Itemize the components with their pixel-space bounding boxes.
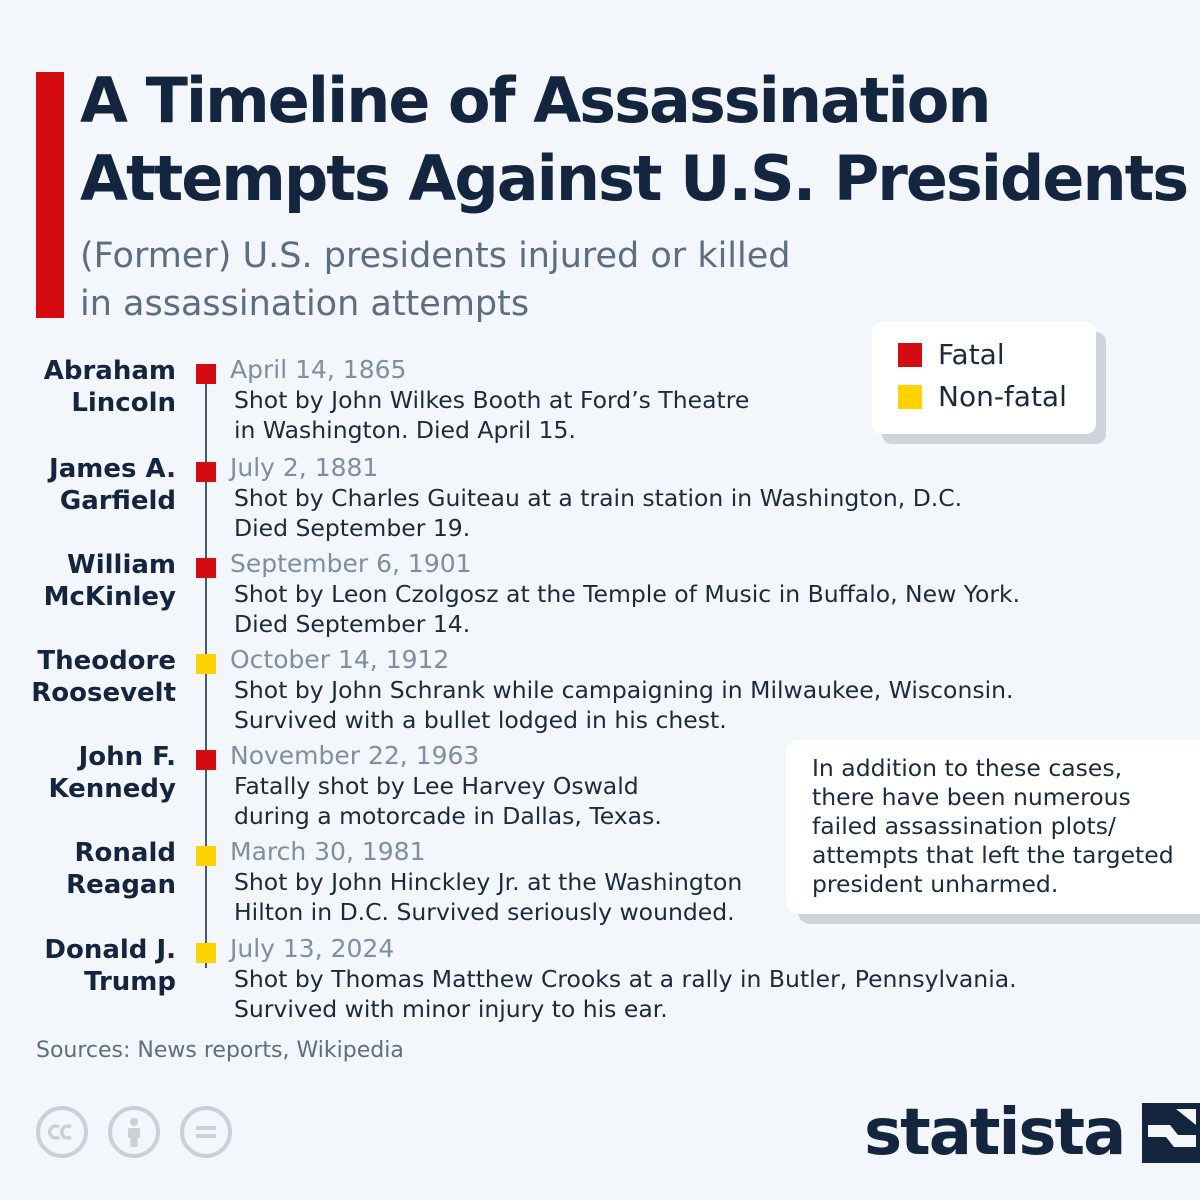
name-line: McKinley	[43, 582, 176, 612]
sources-text: Sources: News reports, Wikipedia	[36, 1038, 404, 1063]
description-line: Shot by Charles Guiteau at a train stati…	[234, 484, 963, 512]
description-line: Shot by Thomas Matthew Crooks at a rally…	[234, 965, 1017, 993]
subtitle-line-2: in assassination attempts	[80, 284, 530, 324]
description-line: during a motorcade in Dallas, Texas.	[234, 802, 662, 830]
attempt-description: Shot by John Wilkes Booth at Ford’s Thea…	[234, 385, 749, 445]
note-line: In addition to these cases,	[812, 754, 1123, 782]
description-line: Shot by Leon Czolgosz at the Temple of M…	[234, 580, 1021, 608]
logo-wordmark: statista	[864, 1096, 1126, 1170]
legend-nonfatal-label: Non-fatal	[938, 380, 1067, 413]
name-line: Reagan	[66, 870, 176, 900]
note-line: failed assassination plots/	[812, 812, 1116, 840]
note-line: there have been numerous	[812, 783, 1131, 811]
title-line-2: Attempts Against U.S. Presidents	[80, 142, 1189, 215]
outcome-marker	[196, 846, 216, 866]
name-line: Theodore	[37, 646, 176, 676]
statista-logo-icon	[1142, 1103, 1200, 1163]
name-line: Kennedy	[48, 774, 176, 804]
note-line: attempts that left the targeted	[812, 841, 1174, 869]
description-line: Survived with a bullet lodged in his che…	[234, 706, 727, 734]
attempt-date: October 14, 1912	[230, 645, 450, 674]
name-line: Lincoln	[71, 388, 176, 418]
legend-item-nonfatal: Non-fatal	[898, 380, 1067, 413]
description-line: Died September 14.	[234, 610, 471, 638]
name-line: Garfield	[59, 486, 176, 516]
description-line: Shot by John Hinckley Jr. at the Washing…	[234, 868, 743, 896]
attempt-date: April 14, 1865	[230, 355, 407, 384]
outcome-marker	[196, 364, 216, 384]
attempt-description: Shot by Leon Czolgosz at the Temple of M…	[234, 579, 1020, 639]
info-note-text: In addition to these cases, there have b…	[812, 754, 1182, 899]
name-line: William	[67, 550, 176, 580]
president-name: Theodore Roosevelt	[31, 645, 176, 709]
outcome-marker	[196, 462, 216, 482]
description-line: Shot by John Wilkes Booth at Ford’s Thea…	[234, 386, 750, 414]
nonfatal-swatch	[898, 384, 922, 409]
president-name: Ronald Reagan	[66, 837, 176, 901]
attempt-description: Shot by John Schrank while campaigning i…	[234, 675, 1013, 735]
page-title: A Timeline of Assassination Attempts Aga…	[80, 62, 1190, 218]
attempt-date: March 30, 1981	[230, 837, 426, 866]
attempt-description: Shot by John Hinckley Jr. at the Washing…	[234, 867, 742, 927]
president-name: James A. Garfield	[49, 453, 176, 517]
name-line: John F.	[78, 742, 176, 772]
cc-icon-glyph	[48, 1124, 72, 1140]
attempt-date: November 22, 1963	[230, 741, 480, 770]
info-note-box: In addition to these cases, there have b…	[786, 740, 1200, 914]
description-line: Hilton in D.C. Survived seriously wounde…	[234, 898, 735, 926]
outcome-marker	[196, 943, 216, 963]
president-name: Abraham Lincoln	[44, 355, 176, 419]
description-line: Fatally shot by Lee Harvey Oswald	[234, 772, 639, 800]
outcome-marker	[196, 654, 216, 674]
note-line: president unharmed.	[812, 870, 1059, 898]
attempt-description: Fatally shot by Lee Harvey Oswald during…	[234, 771, 662, 831]
name-line: Trump	[84, 967, 176, 997]
subtitle-line-1: (Former) U.S. presidents injured or kill…	[80, 236, 791, 276]
legend-item-fatal: Fatal	[898, 338, 1005, 371]
attribution-icon[interactable]	[108, 1106, 160, 1158]
name-line: Abraham	[43, 356, 176, 386]
attempt-description: Shot by Thomas Matthew Crooks at a rally…	[234, 964, 1017, 1024]
title-line-1: A Timeline of Assassination	[80, 64, 991, 137]
name-line: James A.	[49, 454, 176, 484]
cc-icon[interactable]	[36, 1106, 88, 1158]
attempt-date: July 2, 1881	[230, 453, 379, 482]
name-line: Roosevelt	[31, 678, 176, 708]
description-line: Survived with minor injury to his ear.	[234, 995, 668, 1023]
accent-bar	[36, 72, 64, 318]
name-line: Ronald	[74, 838, 176, 868]
description-line: Died September 19.	[234, 514, 471, 542]
attribution-icon-glyph	[128, 1118, 140, 1147]
president-name: John F. Kennedy	[48, 741, 176, 805]
outcome-marker	[196, 558, 216, 578]
legend: Fatal Non-fatal	[872, 322, 1096, 434]
president-name: William McKinley	[44, 549, 176, 613]
fatal-swatch	[898, 342, 922, 367]
page-subtitle: (Former) U.S. presidents injured or kill…	[80, 232, 900, 328]
outcome-marker	[196, 750, 216, 770]
statista-logo[interactable]: statista	[864, 1098, 1200, 1168]
no-derivatives-icon-glyph	[196, 1126, 216, 1138]
name-line: Donald J.	[44, 935, 176, 965]
legend-fatal-label: Fatal	[938, 338, 1005, 371]
description-line: in Washington. Died April 15.	[234, 416, 576, 444]
no-derivatives-icon[interactable]	[180, 1106, 232, 1158]
description-line: Shot by John Schrank while campaigning i…	[234, 676, 1014, 704]
attempt-date: July 13, 2024	[230, 934, 395, 963]
attempt-date: September 6, 1901	[230, 549, 472, 578]
attempt-description: Shot by Charles Guiteau at a train stati…	[234, 483, 962, 543]
president-name: Donald J. Trump	[44, 934, 176, 998]
